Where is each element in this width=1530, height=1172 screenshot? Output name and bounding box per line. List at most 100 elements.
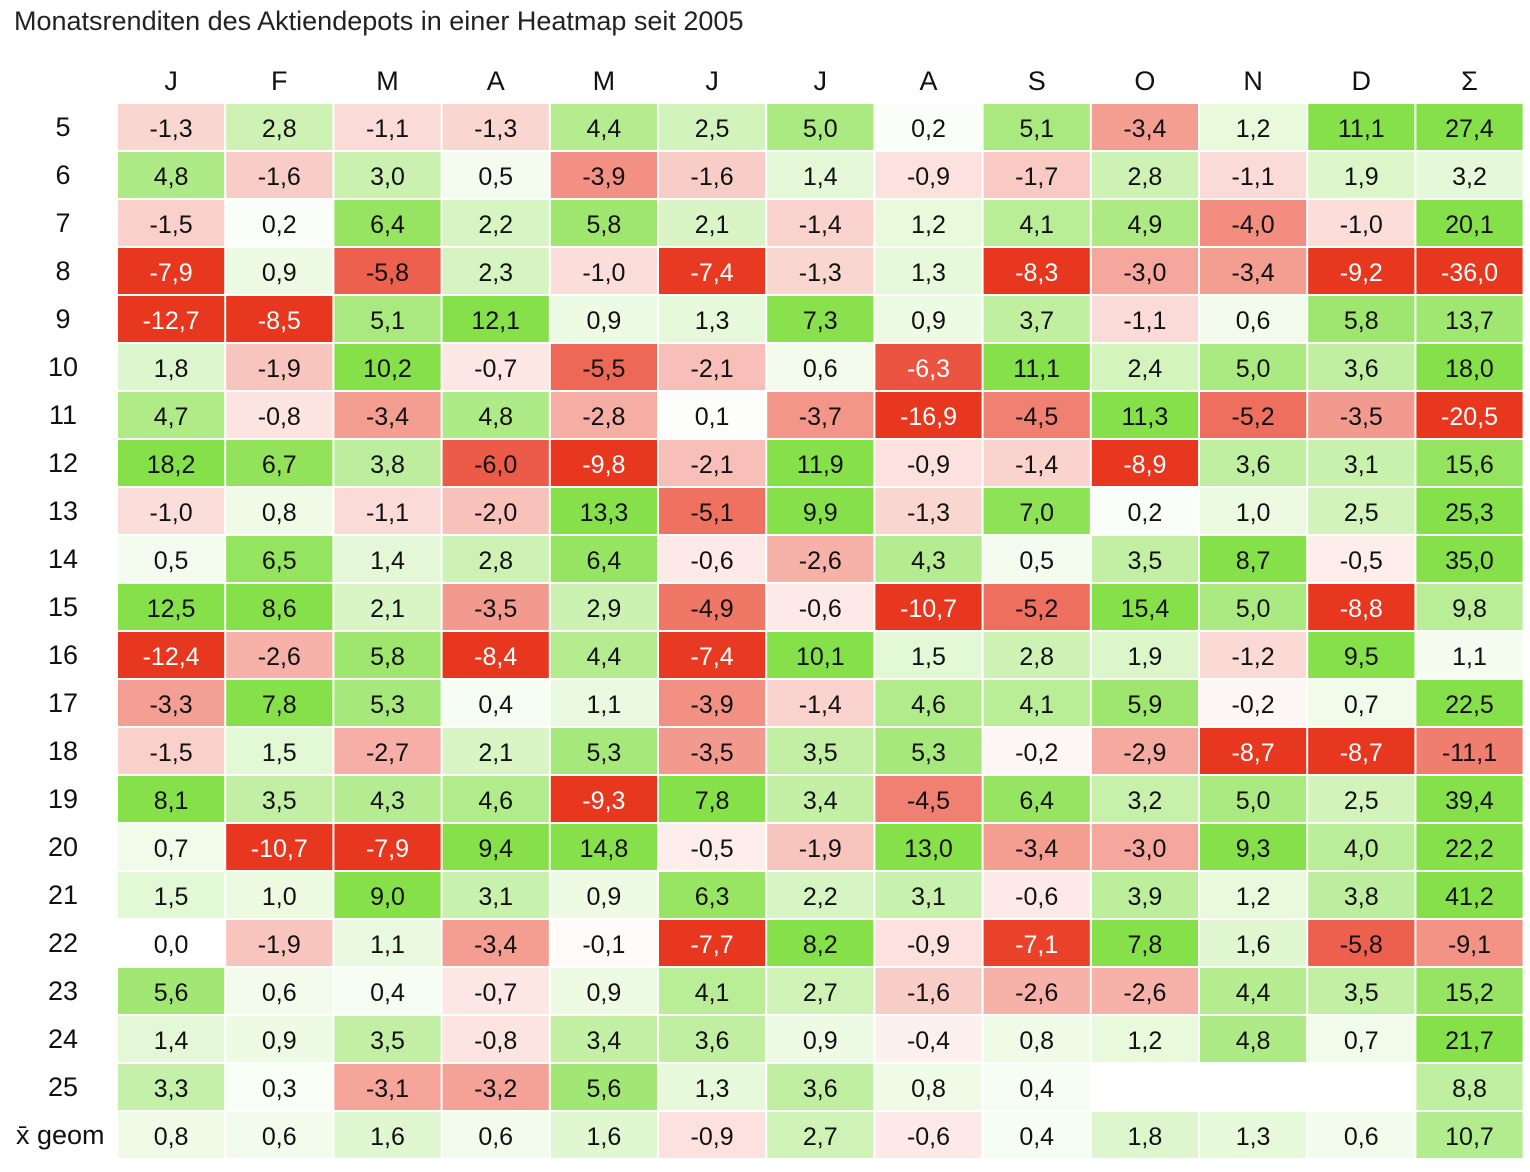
cell-value-label: -1,9 xyxy=(799,835,842,863)
heatmap-cell xyxy=(983,632,1090,678)
cell-value-label: 7,0 xyxy=(1019,499,1054,527)
row-header: 9 xyxy=(55,304,70,334)
heatmap-cell xyxy=(1416,632,1523,678)
cell-value-label: 0,7 xyxy=(1344,691,1379,719)
heatmap-cell xyxy=(659,344,766,390)
cell-value-label: -1,6 xyxy=(907,979,950,1007)
cell-value-label: 3,6 xyxy=(803,1075,838,1103)
heatmap-cell xyxy=(442,968,549,1014)
heatmap-cell xyxy=(442,872,549,918)
heatmap-cell xyxy=(118,680,225,726)
cell-value-label: 1,8 xyxy=(154,355,189,383)
cell-value-label: -3,1 xyxy=(366,1075,409,1103)
heatmap-cell xyxy=(1091,200,1198,246)
heatmap-cell xyxy=(983,200,1090,246)
cell-value-label: 0,2 xyxy=(1128,499,1163,527)
cell-value-label: -3,4 xyxy=(1123,115,1166,143)
heatmap-cell xyxy=(1200,296,1307,342)
column-header: J xyxy=(705,66,719,96)
heatmap-cell xyxy=(1091,104,1198,150)
heatmap-cell xyxy=(1308,968,1415,1014)
column-header: J xyxy=(164,66,178,96)
cell-value-label: 3,0 xyxy=(370,163,405,191)
cell-value-label: -0,6 xyxy=(691,547,734,575)
cell-value-label: 0,3 xyxy=(262,1075,297,1103)
heatmap-cell xyxy=(1091,392,1198,438)
cell-value-label: 0,4 xyxy=(478,691,513,719)
cell-value-label: -3,4 xyxy=(1015,835,1058,863)
row-header: 16 xyxy=(48,640,78,670)
heatmap-cell xyxy=(334,920,441,966)
cell-value-label: -2,6 xyxy=(258,643,301,671)
cell-value-label: 3,2 xyxy=(1452,163,1487,191)
cell-value-label: 3,5 xyxy=(370,1027,405,1055)
cell-value-label: 2,1 xyxy=(370,595,405,623)
heatmap-cell xyxy=(983,824,1090,870)
cell-value-label: 2,2 xyxy=(478,211,513,239)
cell-value-label: -1,6 xyxy=(691,163,734,191)
cell-value-label: 3,6 xyxy=(1344,355,1379,383)
cell-value-label: 8,1 xyxy=(154,787,189,815)
cell-value-label: -20,5 xyxy=(1441,403,1498,431)
heatmap-cell xyxy=(659,824,766,870)
heatmap-cell xyxy=(1416,440,1523,486)
cell-value-label: 1,0 xyxy=(1236,499,1271,527)
cell-value-label: -4,9 xyxy=(691,595,734,623)
heatmap-cell xyxy=(659,968,766,1014)
cell-value-label: 5,8 xyxy=(587,211,622,239)
cell-value-label: 5,6 xyxy=(154,979,189,1007)
cell-value-label: 4,1 xyxy=(1019,691,1054,719)
heatmap-cell xyxy=(767,392,874,438)
cell-value-label: -1,0 xyxy=(582,259,625,287)
heatmap-cell xyxy=(226,104,333,150)
heatmap-cell xyxy=(550,248,657,294)
column-header: Σ xyxy=(1461,66,1478,96)
cell-value-label: 8,2 xyxy=(803,931,838,959)
cell-value-label: -8,9 xyxy=(1123,451,1166,479)
cell-value-label: -11,1 xyxy=(1442,739,1497,767)
cell-value-label: 0,7 xyxy=(154,835,189,863)
cell-value-label: 4,9 xyxy=(1128,211,1163,239)
cell-value-label: 3,3 xyxy=(154,1075,189,1103)
cell-value-label: 1,5 xyxy=(154,883,189,911)
heatmap-cell xyxy=(226,1112,333,1158)
cell-value-label: -8,7 xyxy=(1340,739,1383,767)
heatmap-cell xyxy=(1308,248,1415,294)
heatmap-cell xyxy=(550,632,657,678)
cell-value-label: -3,2 xyxy=(474,1075,517,1103)
heatmap-cell xyxy=(1200,632,1307,678)
cell-value-label: -5,8 xyxy=(366,259,409,287)
heatmap-cell xyxy=(983,1064,1090,1110)
cell-value-label: 1,2 xyxy=(1128,1027,1163,1055)
heatmap-cell xyxy=(550,152,657,198)
cell-value-label: -2,6 xyxy=(1015,979,1058,1007)
cell-value-label: -7,9 xyxy=(150,259,193,287)
cell-value-label: -1,0 xyxy=(150,499,193,527)
heatmap-cell xyxy=(442,392,549,438)
column-header: J xyxy=(814,66,828,96)
cell-value-label: 3,8 xyxy=(1344,883,1379,911)
cell-value-label: -0,6 xyxy=(907,1123,950,1151)
cell-value-label: 41,2 xyxy=(1445,883,1494,911)
cell-value-label: 0,2 xyxy=(262,211,297,239)
heatmap-cell xyxy=(767,440,874,486)
cell-value-label: -7,9 xyxy=(366,835,409,863)
heatmap-cell xyxy=(767,872,874,918)
heatmap-cell xyxy=(1091,1016,1198,1062)
cell-value-label: 2,7 xyxy=(803,1123,838,1151)
heatmap-cell xyxy=(1416,296,1523,342)
heatmap-cell xyxy=(118,968,225,1014)
cell-value-label: -1,6 xyxy=(258,163,301,191)
heatmap-cell xyxy=(118,104,225,150)
heatmap-cell xyxy=(334,1112,441,1158)
cell-value-label: 2,2 xyxy=(803,883,838,911)
heatmap-cell xyxy=(1308,728,1415,774)
heatmap-cell xyxy=(875,584,982,630)
cell-value-label: -8,4 xyxy=(474,643,517,671)
cell-value-label: -1,3 xyxy=(150,115,193,143)
column-header: F xyxy=(271,66,288,96)
heatmap-cell xyxy=(1308,776,1415,822)
cell-value-label: 2,8 xyxy=(1019,643,1054,671)
cell-value-label: 1,8 xyxy=(1128,1123,1163,1151)
heatmap-cell xyxy=(1091,152,1198,198)
